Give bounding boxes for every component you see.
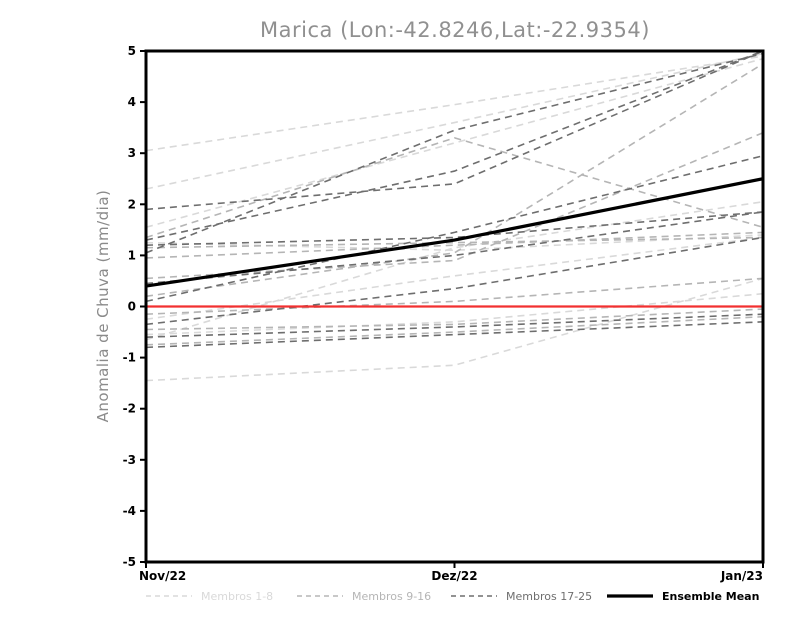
member-line — [145, 154, 764, 303]
member-series-group — [145, 50, 764, 382]
member-line — [145, 234, 764, 252]
y-axis-ticks: 5 4 3 2 1 0 -1 -2 -3 -4 -5 — [123, 44, 147, 569]
member-line — [145, 236, 764, 321]
y-tick-label: 3 — [128, 146, 136, 160]
x-tick-label: Jan/23 — [720, 569, 763, 583]
chart-title: Marica (Lon:-42.8246,Lat:-22.9354) — [260, 18, 650, 42]
member-line — [145, 277, 764, 315]
x-axis-ticks: Nov/22 Dez/22 Jan/23 — [139, 561, 764, 583]
member-line — [145, 236, 764, 249]
y-tick-label: 2 — [128, 197, 136, 211]
member-line — [145, 236, 764, 326]
x-tick-label: Dez/22 — [431, 569, 477, 583]
y-tick-label: -4 — [123, 504, 136, 518]
y-tick-label: -2 — [123, 402, 136, 416]
member-line — [145, 63, 764, 298]
legend-label: Membros 1-8 — [201, 590, 273, 603]
member-line — [145, 132, 764, 280]
ensemble-mean-line — [145, 177, 764, 288]
x-tick-label: Nov/22 — [139, 569, 186, 583]
member-line — [145, 231, 764, 259]
chart-legend: Membros 1-8 Membros 9-16 Membros 17-25 Ense… — [146, 590, 759, 603]
y-tick-label: 1 — [128, 248, 136, 262]
plot-area — [145, 50, 764, 382]
member-line — [145, 308, 764, 331]
member-line — [145, 200, 764, 341]
member-line — [145, 292, 764, 336]
legend-label: Ensemble Mean — [662, 590, 759, 603]
member-line — [145, 321, 764, 349]
legend-label: Membros 9-16 — [352, 590, 431, 603]
member-line — [145, 50, 764, 211]
legend-label: Membros 17-25 — [506, 590, 592, 603]
member-line — [145, 313, 764, 338]
y-tick-label: -3 — [123, 453, 136, 467]
y-tick-label: 0 — [128, 300, 136, 314]
member-line — [145, 57, 764, 229]
member-line — [145, 52, 764, 190]
member-line — [145, 137, 764, 239]
member-line — [145, 52, 764, 254]
y-tick-label: 5 — [128, 44, 136, 58]
y-tick-label: -1 — [123, 351, 136, 365]
y-axis-label: Anomalia de Chuva (mm/dia) — [94, 190, 112, 423]
y-tick-label: -5 — [123, 555, 136, 569]
member-line — [145, 211, 764, 285]
y-tick-label: 4 — [128, 95, 136, 109]
member-line — [145, 55, 764, 152]
member-line — [145, 50, 764, 241]
member-line — [145, 211, 764, 246]
member-line — [145, 315, 764, 346]
